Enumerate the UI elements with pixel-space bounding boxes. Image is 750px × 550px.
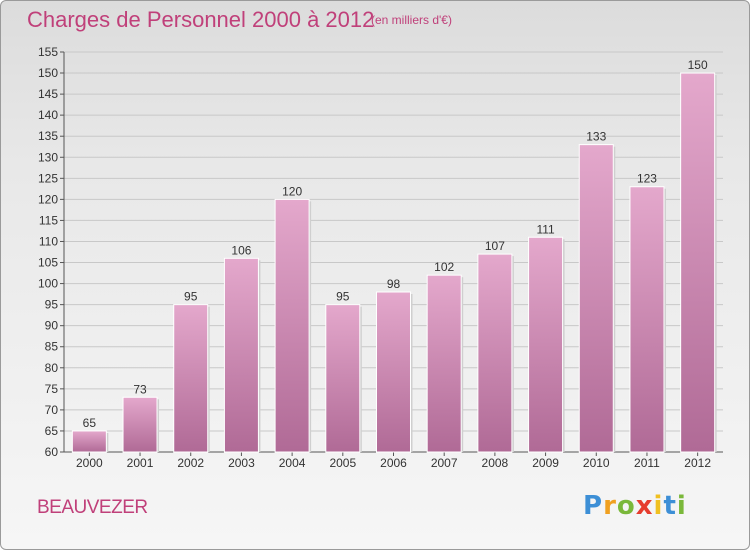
bar-value-label: 73 [133,382,147,396]
x-tick-label: 2004 [279,456,306,470]
bar [274,198,310,453]
x-tick-label: 2008 [482,456,509,470]
bar-value-label: 120 [282,184,302,198]
bar [122,396,158,453]
logo-letter: x [635,491,654,521]
y-tick-label: 90 [45,319,59,333]
y-tick-label: 100 [38,277,58,291]
bar [173,304,209,453]
bar-value-label: 107 [485,239,505,253]
logo-letter: o [616,491,636,521]
y-tick-label: 85 [45,340,59,354]
x-tick-label: 2010 [583,456,610,470]
y-tick-label: 80 [45,361,59,375]
bar-value-label: 133 [586,130,606,144]
bar-value-label: 98 [387,277,401,291]
bar-value-label: 95 [184,290,198,304]
y-tick-label: 65 [45,424,59,438]
y-tick-label: 125 [38,171,58,185]
bar [325,304,361,453]
bar-value-label: 106 [231,243,251,257]
bar [680,72,716,453]
y-tick-label: 150 [38,66,58,80]
y-tick-label: 120 [38,192,58,206]
x-tick-label: 2005 [329,456,356,470]
y-tick-label: 70 [45,403,59,417]
y-tick-label: 110 [39,234,58,248]
y-tick-label: 145 [38,87,58,101]
x-tick-label: 2001 [127,456,154,470]
logo-letter: P [583,491,604,521]
bar [578,144,614,453]
logo-letter: i [676,491,687,521]
bar [223,257,259,453]
y-tick-label: 95 [45,298,59,312]
proxiti-logo[interactable]: Proxiti [583,491,687,521]
x-tick-label: 2006 [380,456,407,470]
y-tick-label: 140 [38,108,58,122]
bar [376,291,411,453]
y-tick-label: 155 [38,45,58,59]
x-tick-label: 2003 [228,456,255,470]
bar [477,253,513,453]
bar [629,186,665,453]
x-tick-label: 2011 [634,456,660,470]
commune-name: BEAUVEZER [37,497,148,518]
x-tick-label: 2012 [684,456,711,470]
y-tick-label: 75 [45,382,59,396]
logo-letter: i [653,491,664,521]
y-tick-label: 115 [39,213,58,227]
bar [71,430,107,453]
chart-title: Charges de Personnel 2000 à 2012 [27,7,375,32]
bar-value-label: 123 [637,172,657,186]
x-tick-label: 2007 [431,456,458,470]
bar-value-label: 65 [83,416,97,430]
bar-value-label: 95 [336,290,350,304]
x-tick-label: 2002 [177,456,204,470]
logo-letter: t [663,491,677,521]
y-tick-label: 105 [38,256,58,270]
bar-value-label: 150 [688,58,708,72]
bar [528,236,564,453]
x-tick-label: 2009 [532,456,559,470]
logo-letter: r [603,491,617,521]
y-tick-label: 60 [45,445,59,459]
data-labels: 65 73 95 106 120 95 98 102 107 111 133 123 150 [83,58,708,430]
bar-value-label: 102 [434,260,454,274]
x-tick-label: 2000 [76,456,103,470]
bar-value-label: 111 [536,222,555,236]
bar [426,274,462,453]
y-tick-label: 135 [38,129,58,143]
bars [71,72,717,453]
y-tick-label: 130 [38,150,58,164]
chart-subtitle: (en milliers d'€) [371,13,452,27]
